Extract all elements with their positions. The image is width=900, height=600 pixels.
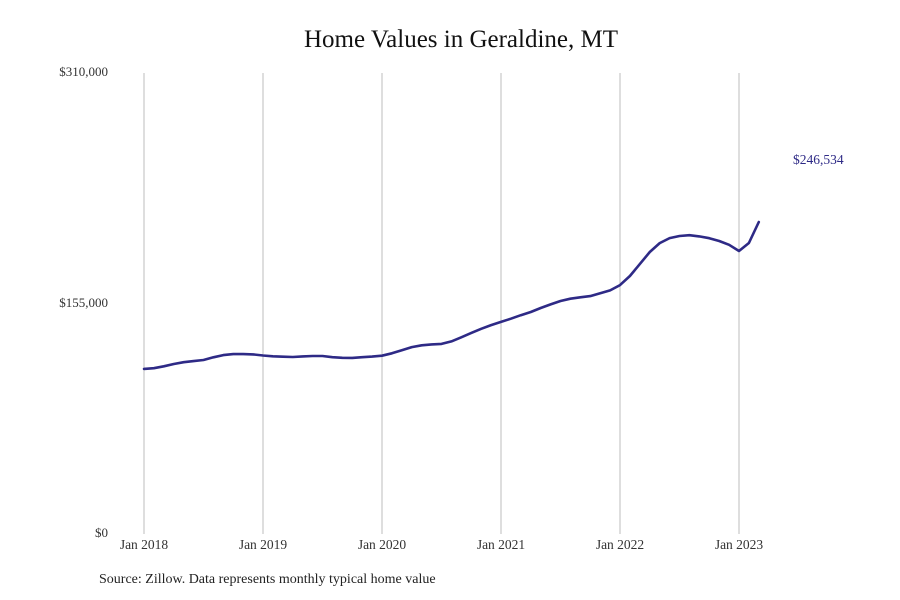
chart-title: Home Values in Geraldine, MT: [303, 26, 619, 53]
x-tick-label-2022: Jan 2022: [595, 537, 645, 552]
x-tick-label-2023: Jan 2023: [714, 537, 764, 552]
x-tick-label-2020: Jan 2020: [357, 537, 407, 552]
source-note: Source: Zillow. Data represents monthly …: [99, 572, 436, 587]
x-tick-label-2018: Jan 2018: [119, 537, 169, 552]
home-value-line: [142, 220, 761, 371]
x-tick-label-2021: Jan 2021: [476, 537, 526, 552]
vertical-gridlines: [143, 73, 740, 534]
y-tick-label-zero: $0: [95, 525, 108, 540]
y-tick-label-top: $310,000: [59, 64, 108, 79]
y-tick-label-mid: $155,000: [59, 295, 108, 310]
x-tick-label-2019: Jan 2019: [238, 537, 288, 552]
latest-value-label: $246,534: [793, 152, 844, 167]
